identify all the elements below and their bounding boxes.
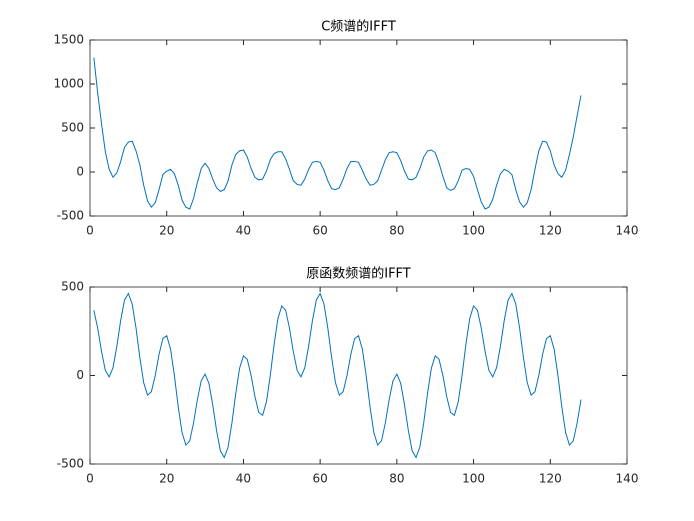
x-tick-label: 140 — [616, 224, 639, 238]
x-tick-label: 80 — [389, 472, 404, 486]
x-tick-label: 60 — [313, 224, 328, 238]
y-tick-label: -500 — [57, 209, 84, 223]
y-tick-label: 0 — [76, 368, 84, 382]
data-line — [93, 57, 582, 210]
x-tick-label: 0 — [86, 224, 94, 238]
y-tick-label: 1000 — [53, 77, 84, 91]
x-tick-label: 120 — [539, 472, 562, 486]
chart-title: C频谱的IFFT — [321, 19, 396, 35]
x-tick-label: 0 — [86, 472, 94, 486]
x-tick-label: 60 — [313, 472, 328, 486]
x-tick-label: 140 — [616, 472, 639, 486]
x-tick-label: 40 — [236, 224, 251, 238]
chart-title: 原函数频谱的IFFT — [306, 266, 411, 282]
x-tick-label: 20 — [159, 224, 174, 238]
y-tick-label: -500 — [57, 457, 84, 471]
y-tick-label: 500 — [61, 121, 84, 135]
data-line — [93, 292, 582, 459]
y-tick-label: 1500 — [53, 33, 84, 47]
y-tick-label: 500 — [61, 280, 84, 294]
axes-box — [89, 286, 628, 465]
axes-background — [90, 40, 627, 216]
x-tick-label: 40 — [236, 472, 251, 486]
y-tick-label: 0 — [76, 165, 84, 179]
x-tick-label: 80 — [389, 224, 404, 238]
x-tick-label: 20 — [159, 472, 174, 486]
axes-background — [90, 287, 627, 464]
axes-box — [89, 39, 628, 217]
x-tick-label: 100 — [462, 224, 485, 238]
x-tick-label: 100 — [462, 472, 485, 486]
x-tick-label: 120 — [539, 224, 562, 238]
